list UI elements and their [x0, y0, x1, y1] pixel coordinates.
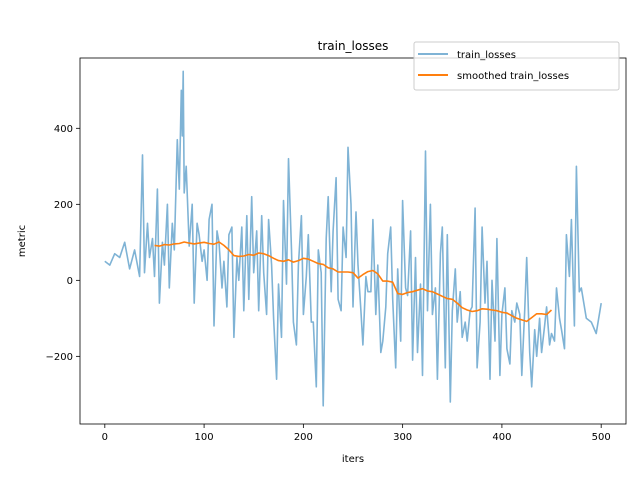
- x-tick-label: 0: [102, 432, 108, 443]
- x-tick-label: 400: [492, 432, 511, 443]
- plot-lines: [104, 70, 602, 407]
- legend-box: [413, 41, 620, 91]
- y-tick-label: −200: [46, 352, 73, 363]
- chart-title: train_losses: [318, 39, 389, 53]
- y-tick-label: 0: [67, 276, 73, 287]
- x-tick-label: 100: [195, 432, 214, 443]
- x-tick-label: 300: [393, 432, 412, 443]
- y-tick-label: 200: [54, 200, 73, 211]
- series-line-smoothed-train-losses: [154, 241, 553, 323]
- axes-frame: [79, 57, 627, 425]
- legend-label-smoothed-train-losses: smoothed train_losses: [457, 71, 569, 82]
- y-tick-label: 400: [54, 124, 73, 135]
- series-line-train-losses: [104, 70, 602, 407]
- y-axis-label: metric: [17, 225, 28, 257]
- y-axis-ticks: −200 0 200 400: [46, 124, 80, 363]
- x-axis-label: iters: [342, 454, 364, 465]
- x-tick-label: 500: [592, 432, 611, 443]
- x-axis-ticks: 0 100 200 300 400 500: [102, 424, 611, 443]
- x-tick-label: 200: [294, 432, 313, 443]
- legend: train_losses smoothed train_losses: [413, 41, 620, 91]
- legend-label-train-losses: train_losses: [457, 50, 516, 61]
